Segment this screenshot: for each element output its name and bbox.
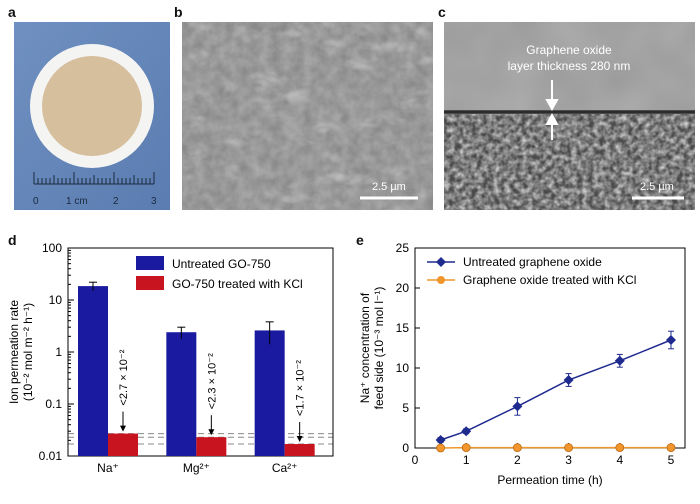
legend-marker-untreated — [436, 257, 446, 267]
membrane-photo-graphic: 0 1 cm 2 3 — [14, 22, 170, 210]
chart-e-ytick-label: 25 — [396, 241, 410, 255]
data-point-untreated — [461, 426, 472, 437]
chart-e-xtick-label: 0 — [412, 453, 419, 467]
data-point-untreated — [614, 355, 625, 366]
chart-e-ylabel-line1: Na⁺ concentration of — [358, 292, 372, 403]
chart-e-ytick-label: 15 — [396, 321, 410, 335]
sem-surface-graphic: 2.5 µm — [182, 22, 433, 210]
scale-bar-b-label: 2.5 µm — [372, 181, 406, 193]
chart-d-ytick-label: 0.1 — [45, 397, 62, 411]
chart-e-ytick-label: 20 — [396, 281, 410, 295]
ruler-label-0: 0 — [33, 196, 39, 207]
chart-e-xtick-label: 5 — [668, 453, 675, 467]
chart-d-xtick-label: Mg²⁺ — [183, 461, 210, 475]
bar-untreated — [78, 286, 108, 456]
scale-bar-c-label: 2.5 µm — [640, 181, 674, 193]
data-point-kcl — [461, 443, 471, 453]
chart-e-ytick-label: 5 — [402, 401, 409, 415]
membrane-disk — [42, 56, 142, 156]
data-point-untreated — [435, 435, 446, 445]
series-line-untreated — [440, 339, 672, 441]
legend-swatch-untreated — [136, 256, 164, 270]
data-point-kcl — [436, 443, 445, 453]
bar-untreated — [254, 330, 285, 456]
ruler-label-1cm: 1 cm — [66, 196, 88, 207]
chart-e-ytick-label: 10 — [396, 361, 410, 375]
chart-e-xtick-label: 4 — [616, 453, 623, 467]
chart-e-xtick-label: 1 — [463, 453, 470, 467]
panel-b-letter: b — [174, 4, 183, 20]
chart-d-ylabel-line2: (10⁻² mol m⁻² h⁻¹) — [21, 303, 35, 401]
chart-d-legend: Untreated GO-750 GO-750 treated with KCl — [136, 256, 303, 291]
chart-d-ylabel-line1: Ion permeation rate — [7, 300, 21, 404]
sem-cross-section-image: Graphene oxide layer thickness 280 nm 2.… — [444, 22, 695, 210]
chart-e-xtick-label: 3 — [565, 453, 572, 467]
ruler-label-2: 2 — [113, 196, 119, 207]
annotation-arrowhead — [120, 425, 126, 432]
panel-e-letter: e — [356, 232, 364, 248]
legend-swatch-kcl — [136, 276, 164, 290]
data-point-untreated — [666, 335, 676, 345]
chart-d-ytick-label: 10 — [49, 293, 63, 307]
bar-kcl — [108, 433, 138, 456]
bar-kcl — [284, 444, 315, 456]
sem-cross-section-graphic: Graphene oxide layer thickness 280 nm 2.… — [444, 22, 695, 210]
legend-marker-kcl — [437, 276, 445, 284]
data-point-kcl — [564, 443, 574, 453]
thickness-annotation-line2: layer thickness 280 nm — [508, 59, 631, 73]
legend-label-kcl-go: Graphene oxide treated with KCl — [463, 273, 636, 287]
data-point-untreated — [563, 375, 574, 385]
chart-e-ylabel-line2: feed side (10⁻³ mol l⁻¹) — [372, 287, 386, 410]
membrane-photo: 0 1 cm 2 3 — [14, 22, 170, 210]
chart-d-ytick-label: 0.01 — [39, 449, 63, 463]
chart-d-ytick-label: 1 — [55, 345, 62, 359]
chart-d-xtick-label: Na⁺ — [97, 461, 119, 475]
legend-label-untreated: Untreated GO-750 — [172, 257, 271, 271]
panel-d-letter: d — [8, 232, 17, 248]
annotation-upper-bound: <2.3 × 10⁻² — [206, 353, 218, 409]
sem-surface-image: 2.5 µm — [182, 22, 433, 210]
chart-e-legend: Untreated graphene oxide Graphene oxide … — [427, 255, 636, 287]
annotation-upper-bound: <1.7 × 10⁻² — [295, 360, 307, 416]
chart-e-ytick-label: 0 — [402, 441, 409, 455]
legend-label-untreated-go: Untreated graphene oxide — [463, 255, 602, 269]
ruler-label-3: 3 — [151, 196, 157, 207]
chart-e-xlabel: Permeation time (h) — [497, 473, 602, 487]
chart-e-xtick-label: 2 — [514, 453, 521, 467]
annotation-arrowhead — [296, 436, 303, 443]
chart-d-ytick-label: 100 — [42, 241, 62, 255]
ruler — [33, 172, 155, 185]
annotation-upper-bound: <2.7 × 10⁻² — [118, 349, 130, 405]
bar-untreated — [166, 332, 197, 456]
chart-e: 0 1 2 3 4 5 0 5 10 15 20 25 Permeation time (h) Na⁺… — [358, 241, 686, 487]
data-point-kcl — [666, 443, 676, 453]
bar-kcl — [196, 437, 227, 456]
annotation-arrowhead — [208, 429, 215, 436]
thickness-annotation-line1: Graphene oxide — [526, 43, 612, 57]
thickness-arrows — [545, 80, 559, 140]
data-point-untreated — [512, 401, 523, 412]
panel-a-letter: a — [8, 4, 16, 20]
data-point-kcl — [512, 443, 522, 453]
data-point-kcl — [615, 443, 625, 453]
legend-label-kcl: GO-750 treated with KCl — [172, 277, 303, 291]
chart-d-xtick-label: Ca²⁺ — [272, 461, 298, 475]
chart-d: 0.01 0.1 1 10 100 Na⁺ Mg²⁺ Ca²⁺ <2.7 × 10⁻² <2.… — [7, 241, 334, 475]
panel-c-letter: c — [438, 4, 446, 20]
